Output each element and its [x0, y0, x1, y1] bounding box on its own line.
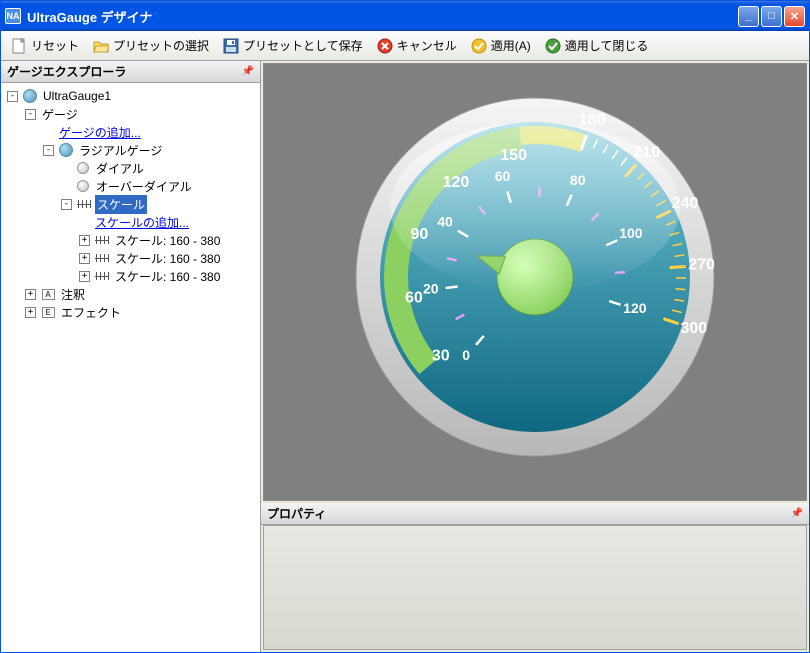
annotation-icon: A: [40, 286, 56, 302]
reset-label: リセット: [31, 37, 79, 54]
apply-close-label: 適用して閉じる: [565, 37, 649, 54]
svg-text:300: 300: [680, 320, 707, 337]
cancel-button[interactable]: キャンセル: [371, 35, 463, 56]
property-body: [263, 525, 807, 650]
tree-view[interactable]: -UltraGauge1 -ゲージ ゲージの追加... -ラジアルゲージ ダイア…: [1, 83, 260, 652]
apply-label: 適用(A): [491, 37, 531, 54]
explorer-panel: ゲージエクスプローラ 📌 -UltraGauge1 -ゲージ ゲージの追加...…: [1, 61, 261, 652]
expand-toggle[interactable]: +: [79, 271, 90, 282]
window-title: UltraGauge デザイナ: [27, 7, 738, 26]
pin-icon[interactable]: 📌: [242, 66, 254, 77]
explorer-title: ゲージエクスプローラ: [7, 63, 126, 80]
design-canvas[interactable]: 3060901201501802102402703000204060801001…: [263, 63, 807, 501]
close-button[interactable]: ✕: [784, 6, 805, 27]
expand-toggle[interactable]: +: [25, 289, 36, 300]
add-gauge-link[interactable]: ゲージの追加...: [57, 123, 143, 142]
apply-icon: [471, 38, 487, 54]
svg-text:60: 60: [405, 290, 423, 307]
expand-toggle[interactable]: +: [79, 235, 90, 246]
radial-gauge-icon: [58, 142, 74, 158]
app-icon: NA: [5, 8, 21, 24]
page-icon: [11, 38, 27, 54]
scale-icon: [76, 196, 92, 212]
svg-text:0: 0: [462, 347, 470, 363]
cancel-label: キャンセル: [397, 37, 457, 54]
property-header: プロパティ 📌: [261, 503, 809, 525]
select-preset-label: プリセットの選択: [113, 37, 209, 54]
property-panel: プロパティ 📌: [261, 503, 809, 652]
tree-overdial[interactable]: オーバーダイアル: [94, 177, 194, 196]
expand-toggle[interactable]: +: [25, 307, 36, 318]
svg-text:180: 180: [579, 111, 606, 128]
expand-toggle[interactable]: -: [7, 91, 18, 102]
svg-text:30: 30: [432, 347, 450, 364]
gauge-preview: 3060901201501802102402703000204060801001…: [335, 82, 735, 482]
save-preset-button[interactable]: プリセットとして保存: [217, 35, 369, 56]
designer-window: NA UltraGauge デザイナ _ □ ✕ リセット プリセットの選択 プ…: [0, 0, 810, 653]
tree-scale-item[interactable]: スケール: 160 - 380: [113, 249, 222, 268]
property-title: プロパティ: [267, 505, 326, 522]
tree-scale[interactable]: スケール: [95, 195, 147, 214]
select-preset-button[interactable]: プリセットの選択: [87, 35, 215, 56]
expand-toggle[interactable]: -: [61, 199, 72, 210]
gauge-icon: [22, 88, 38, 104]
tree-radial[interactable]: ラジアルゲージ: [77, 141, 164, 160]
save-icon: [223, 38, 239, 54]
expand-toggle[interactable]: -: [25, 109, 36, 120]
overdial-icon: [75, 178, 91, 194]
scale-icon: [94, 268, 110, 284]
tree-scale-item[interactable]: スケール: 160 - 380: [113, 231, 222, 250]
apply-close-button[interactable]: 適用して閉じる: [539, 35, 655, 56]
tree-root[interactable]: UltraGauge1: [41, 88, 113, 104]
expand-toggle[interactable]: -: [43, 145, 54, 156]
reset-button[interactable]: リセット: [5, 35, 85, 56]
pin-icon[interactable]: 📌: [791, 508, 803, 519]
scale-icon: [94, 250, 110, 266]
tree-dial[interactable]: ダイアル: [94, 159, 146, 178]
expand-toggle[interactable]: +: [79, 253, 90, 264]
effect-icon: E: [40, 304, 56, 320]
svg-text:120: 120: [623, 300, 647, 316]
titlebar: NA UltraGauge デザイナ _ □ ✕: [1, 1, 809, 31]
tree-annotation[interactable]: 注釈: [59, 285, 87, 304]
svg-text:270: 270: [688, 257, 715, 274]
tree-effect[interactable]: エフェクト: [59, 303, 123, 322]
tree-scale-item[interactable]: スケール: 160 - 380: [113, 267, 222, 286]
toolbar: リセット プリセットの選択 プリセットとして保存 キャンセル 適用(A) 適用し…: [1, 31, 809, 61]
add-scale-link[interactable]: スケールの追加...: [93, 213, 191, 232]
svg-text:20: 20: [423, 280, 439, 296]
apply-close-icon: [545, 38, 561, 54]
minimize-button[interactable]: _: [738, 6, 759, 27]
tree-gauge-group[interactable]: ゲージ: [40, 105, 80, 124]
maximize-button[interactable]: □: [761, 6, 782, 27]
save-preset-label: プリセットとして保存: [243, 37, 363, 54]
scale-icon: [94, 232, 110, 248]
cancel-icon: [377, 38, 393, 54]
explorer-header: ゲージエクスプローラ 📌: [1, 61, 260, 83]
dial-icon: [75, 160, 91, 176]
folder-open-icon: [93, 38, 109, 54]
apply-button[interactable]: 適用(A): [465, 35, 537, 56]
